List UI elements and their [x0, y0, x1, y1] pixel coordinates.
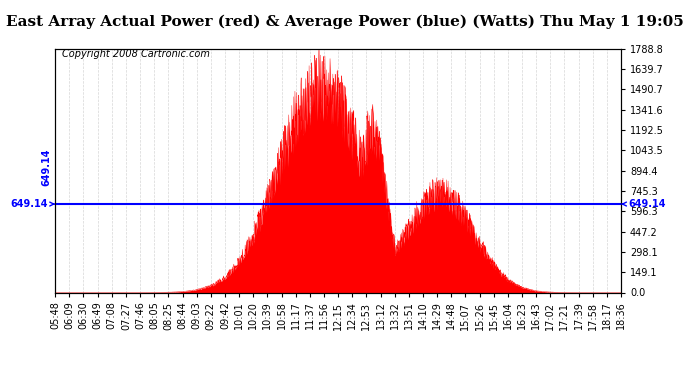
Text: East Array Actual Power (red) & Average Power (blue) (Watts) Thu May 1 19:05: East Array Actual Power (red) & Average …: [6, 15, 684, 29]
Text: Copyright 2008 Cartronic.com: Copyright 2008 Cartronic.com: [62, 49, 210, 59]
Text: 649.14: 649.14: [622, 199, 665, 209]
Text: 649.14: 649.14: [11, 199, 54, 209]
Text: 649.14: 649.14: [42, 148, 52, 186]
